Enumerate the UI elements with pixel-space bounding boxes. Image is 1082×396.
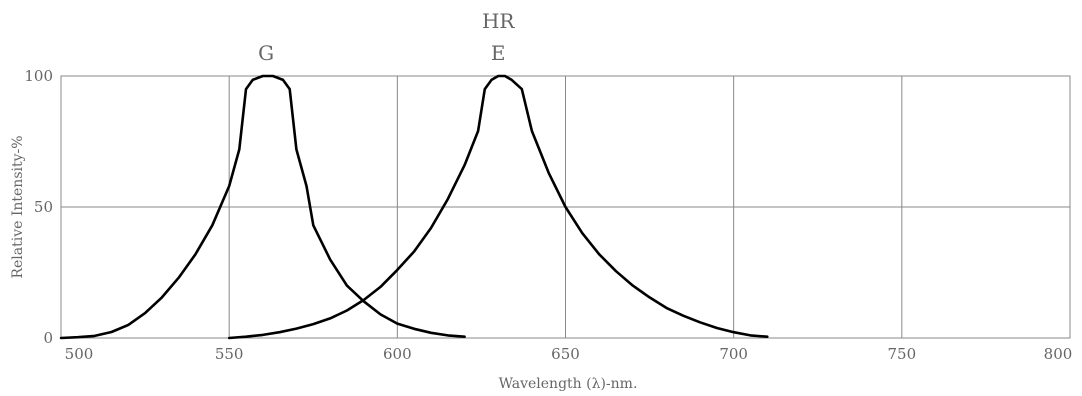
series-line <box>227 74 769 340</box>
series-label: G <box>258 41 274 65</box>
y-tick-label: 100 <box>24 67 53 85</box>
series-label-layer: G HR E <box>258 9 515 65</box>
series-line <box>59 74 466 340</box>
curve-layer <box>59 74 769 340</box>
x-tick-label: 750 <box>888 345 917 363</box>
y-tick-label: 50 <box>34 198 53 216</box>
y-tick-label: 0 <box>43 329 53 347</box>
x-tick-label: 500 <box>65 345 94 363</box>
series-label: HR <box>482 9 515 33</box>
x-tick-label: 600 <box>383 345 412 363</box>
y-axis-label: Relative Intensity-% <box>10 135 26 278</box>
grid-layer <box>60 75 1071 339</box>
x-tick-label: 550 <box>215 345 244 363</box>
x-axis-label: Wavelength (λ)-nm. <box>499 376 638 392</box>
x-tick-label: 650 <box>551 345 580 363</box>
series-label: E <box>491 41 506 65</box>
x-tick-label: 700 <box>719 345 748 363</box>
x-tick-label: 800 <box>1044 345 1073 363</box>
tick-layer: 500 550 600 650 700 750 800 0 50 100 <box>24 67 1072 363</box>
